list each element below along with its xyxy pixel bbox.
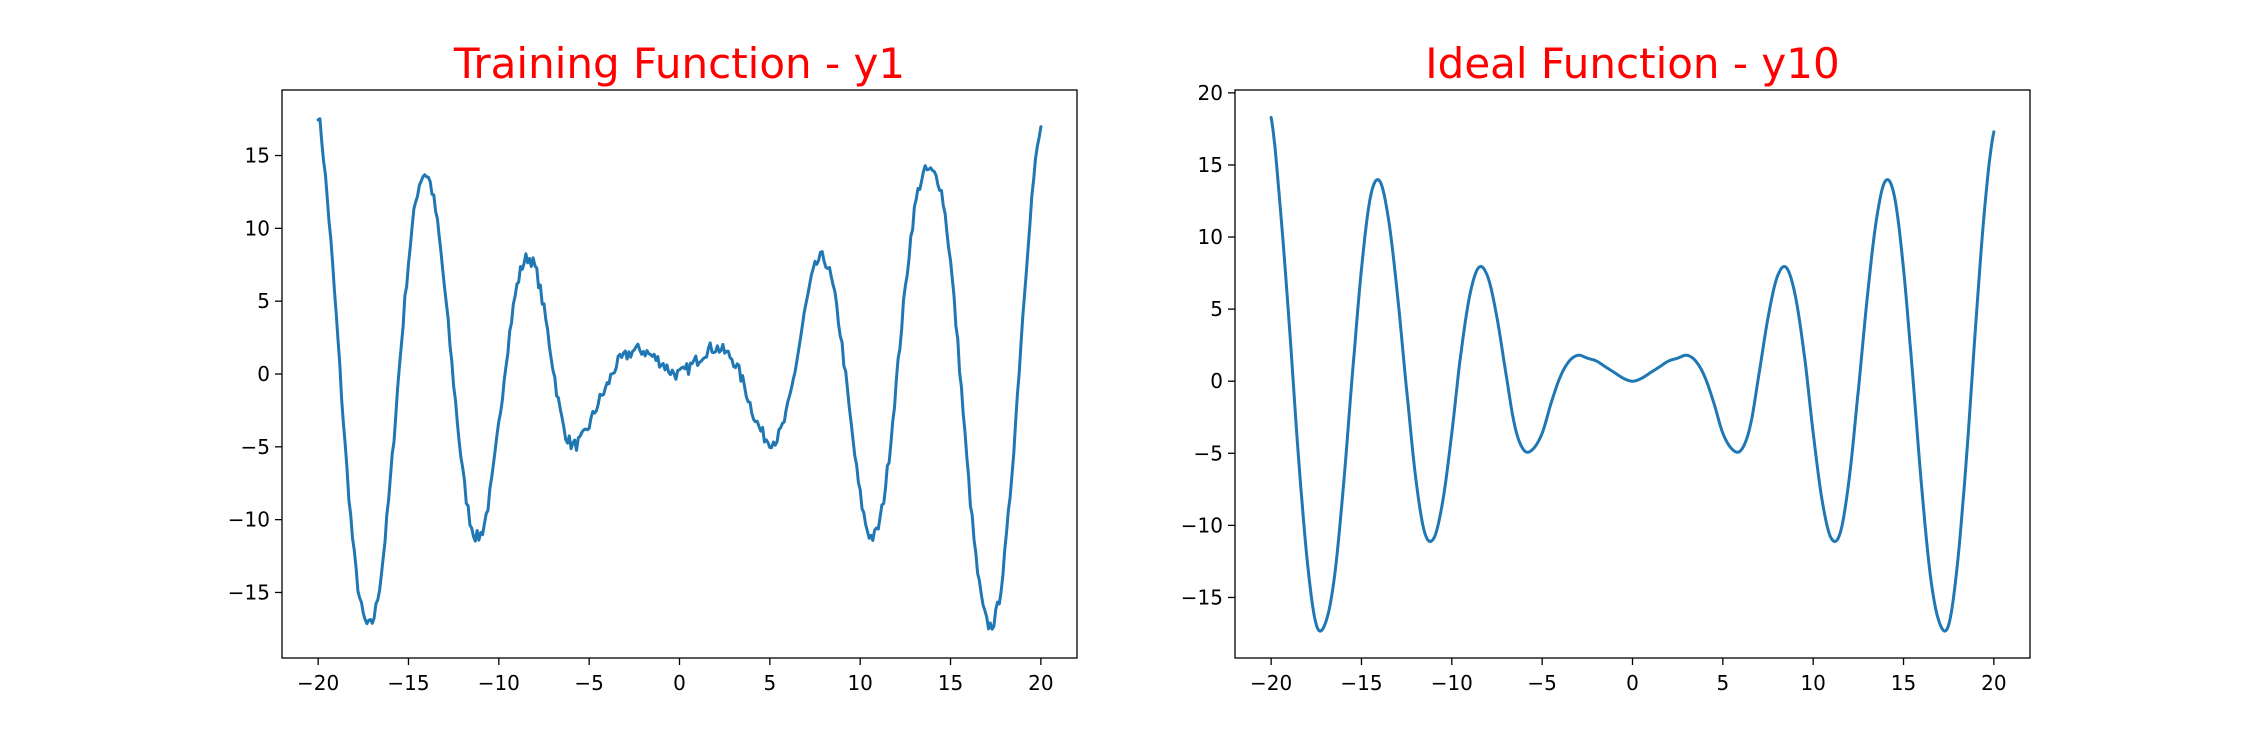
plot-frame — [1234, 89, 2031, 659]
y-tick-labels: −15 −10 −5 0 5 10 15 — [228, 144, 282, 604]
y-tick-label: 5 — [257, 289, 270, 313]
x-tick-labels: −20 −15 −10 −5 0 5 10 15 20 — [297, 658, 1054, 695]
y-tick-label: −5 — [1194, 441, 1223, 465]
x-tick-label: −20 — [297, 671, 339, 695]
x-tick-label: −15 — [1340, 671, 1382, 695]
series-line — [316, 117, 1043, 631]
x-tick-label: −15 — [387, 671, 429, 695]
x-tick-label: 20 — [1981, 671, 2006, 695]
y-tick-label: 15 — [1198, 153, 1223, 177]
x-tick-label: 20 — [1028, 671, 1053, 695]
x-tick-label: −5 — [574, 671, 603, 695]
x-tick-label: −20 — [1250, 671, 1292, 695]
series-line — [1269, 115, 1996, 633]
y-tick-label: −15 — [228, 580, 270, 604]
x-tick-label: 10 — [1800, 671, 1825, 695]
series-lines — [1269, 115, 1996, 633]
y-tick-label: −15 — [1181, 585, 1223, 609]
x-tick-label: −10 — [1431, 671, 1473, 695]
subplot-training: Training Function - y1 −15 −10 −5 0 5 10 15 −2… — [228, 39, 1078, 695]
x-tick-labels: −20 −15 −10 −5 0 5 10 15 20 — [1250, 658, 2007, 695]
x-tick-label: 5 — [1716, 671, 1729, 695]
y-tick-label: 10 — [1198, 225, 1223, 249]
series-lines — [316, 117, 1043, 631]
y-tick-label: 0 — [1210, 369, 1223, 393]
x-tick-label: 15 — [1891, 671, 1916, 695]
y-tick-label: −10 — [228, 508, 270, 532]
x-tick-label: 0 — [1626, 671, 1639, 695]
y-tick-label: 0 — [257, 362, 270, 386]
y-tick-label: 10 — [245, 216, 270, 240]
y-tick-label: 5 — [1210, 297, 1223, 321]
y-tick-label: −10 — [1181, 513, 1223, 537]
chart-title: Training Function - y1 — [453, 39, 905, 88]
y-tick-label: −5 — [241, 435, 270, 459]
x-tick-label: −5 — [1527, 671, 1556, 695]
x-tick-label: 0 — [673, 671, 686, 695]
subplot-ideal: Ideal Function - y10 −15 −10 −5 0 5 10 15 20 −2… — [1181, 39, 2031, 695]
x-tick-label: 10 — [847, 671, 872, 695]
x-tick-label: 5 — [763, 671, 776, 695]
chart-title: Ideal Function - y10 — [1425, 39, 1839, 88]
y-tick-label: 20 — [1198, 81, 1223, 105]
x-tick-label: 15 — [938, 671, 963, 695]
plot-frame — [281, 89, 1078, 659]
y-tick-labels: −15 −10 −5 0 5 10 15 20 — [1181, 81, 1235, 609]
y-tick-label: 15 — [245, 144, 270, 168]
x-tick-label: −10 — [478, 671, 520, 695]
